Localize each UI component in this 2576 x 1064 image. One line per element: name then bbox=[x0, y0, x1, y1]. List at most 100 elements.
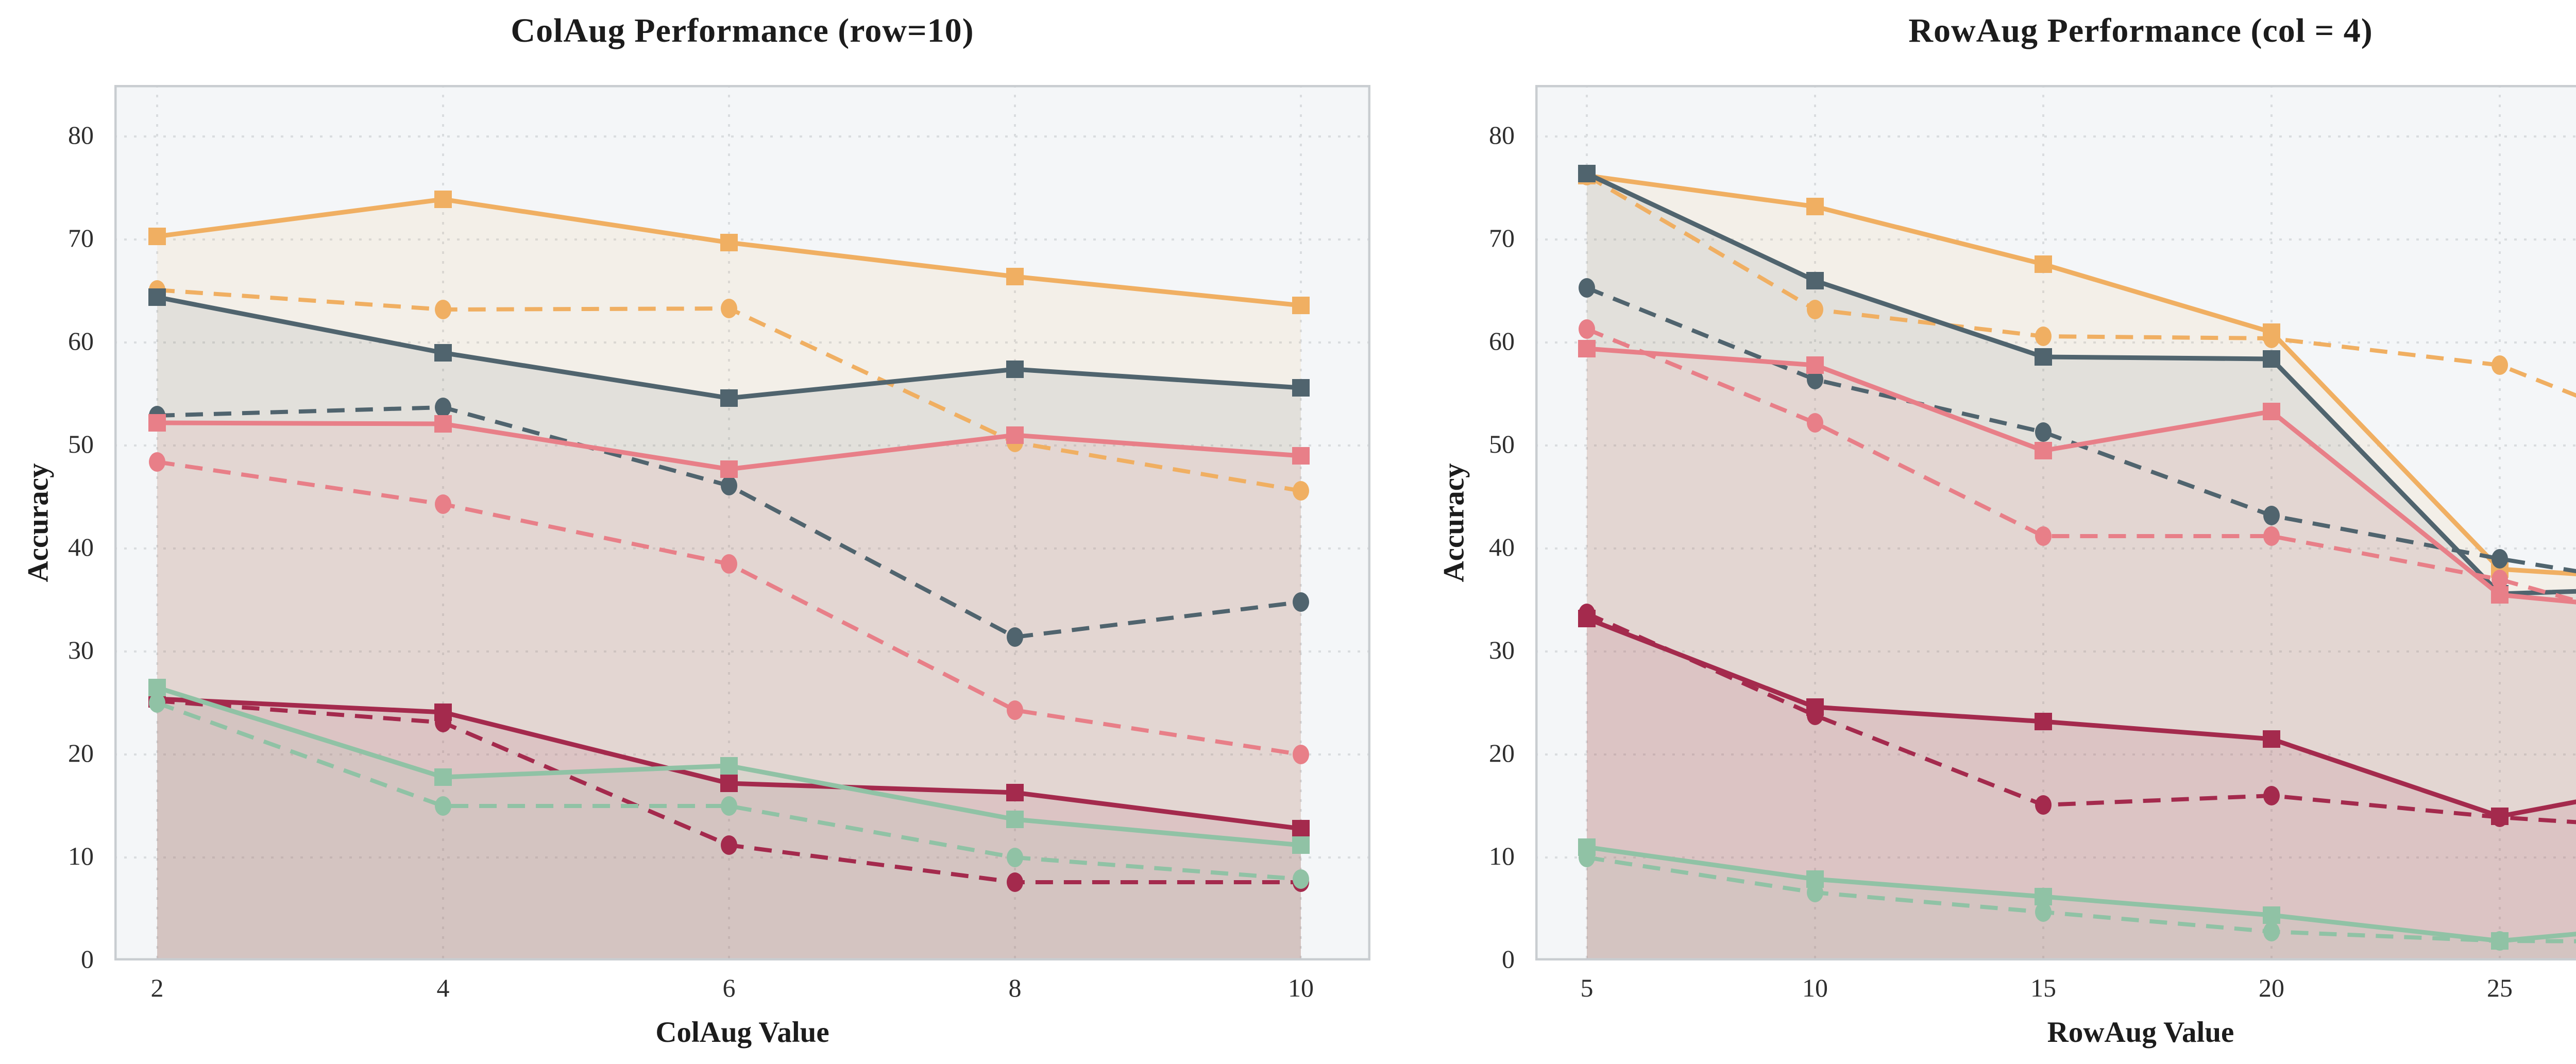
marker-square-tablegpt-se bbox=[148, 679, 166, 696]
chart-title-colaug: ColAug Performance (row=10) bbox=[511, 12, 974, 49]
marker-square-qwen3-8b-se bbox=[2035, 348, 2052, 366]
marker-square-qwen3-1-7b-se bbox=[720, 775, 738, 792]
y-tick-label: 40 bbox=[68, 533, 94, 561]
marker-square-qwen3-4b-se bbox=[1006, 426, 1024, 444]
y-tick-label: 30 bbox=[1489, 636, 1515, 664]
y-tick-label: 50 bbox=[1489, 430, 1515, 458]
marker-square-qwen3-4b-se bbox=[434, 415, 452, 433]
marker-square-qwen3-14b-se bbox=[434, 191, 452, 208]
series-line-tablegpt-md bbox=[1586, 855, 2576, 943]
marker-circle-qwen3-14b-md bbox=[1807, 300, 1823, 319]
marker-square-qwen3-1-7b-se bbox=[1292, 820, 1310, 837]
marker-square-tablegpt-se bbox=[2035, 888, 2052, 905]
y-tick-label: 10 bbox=[1489, 842, 1515, 870]
x-axis-label-right: RowAug Value bbox=[2047, 1016, 2234, 1049]
marker-circle-qwen3-8b-md bbox=[2035, 422, 2052, 442]
area-fill-qwen3-1-7b-se bbox=[1587, 619, 2576, 960]
y-tick-label: 80 bbox=[1489, 121, 1515, 149]
marker-circle-qwen3-1-7b-md bbox=[1007, 872, 1023, 892]
marker-square-qwen3-1-7b-se bbox=[1006, 784, 1024, 801]
y-tick-label: 50 bbox=[68, 430, 94, 458]
marker-circle-tablegpt-md bbox=[2263, 922, 2280, 941]
marker-square-qwen3-4b-se bbox=[148, 414, 166, 432]
y-tick-label: 40 bbox=[1489, 533, 1515, 561]
marker-circle-qwen3-8b-md bbox=[721, 476, 737, 495]
y-tick-label: 60 bbox=[1489, 327, 1515, 355]
marker-square-qwen3-8b-se bbox=[1006, 361, 1024, 378]
marker-circle-qwen3-8b-md bbox=[1007, 627, 1023, 647]
marker-circle-qwen3-4b-md bbox=[1807, 413, 1823, 433]
marker-square-qwen3-14b-se bbox=[720, 234, 738, 251]
marker-circle-tablegpt-md bbox=[721, 796, 737, 816]
marker-circle-qwen3-1-7b-md bbox=[721, 835, 737, 855]
line-chart-colaug bbox=[114, 85, 1370, 960]
y-tick-label: 20 bbox=[68, 739, 94, 767]
marker-square-qwen3-14b-se bbox=[148, 228, 166, 245]
marker-circle-tablegpt-md bbox=[435, 796, 451, 816]
series-line-tablegpt-se bbox=[1586, 845, 2576, 943]
marker-square-qwen3-8b-se bbox=[434, 344, 452, 362]
y-tick-label: 70 bbox=[1489, 224, 1515, 252]
area-fill-qwen3-1-7b-se bbox=[157, 699, 1301, 960]
x-axis-label-left: ColAug Value bbox=[655, 1016, 829, 1049]
marker-square-qwen3-14b-se bbox=[1806, 198, 1824, 215]
y-tick-label: 30 bbox=[68, 636, 94, 664]
marker-square-qwen3-4b-se bbox=[2491, 586, 2509, 604]
marker-square-qwen3-1-7b-se bbox=[2491, 808, 2509, 825]
marker-square-qwen3-14b-se bbox=[2263, 323, 2280, 341]
marker-square-qwen3-1-7b-se bbox=[2035, 713, 2052, 730]
marker-circle-qwen3-8b-md bbox=[1807, 370, 1823, 389]
marker-circle-qwen3-4b-md bbox=[1579, 319, 1595, 339]
x-tick-label: 4 bbox=[436, 973, 450, 1002]
y-tick-label: 80 bbox=[68, 121, 94, 149]
marker-circle-qwen3-4b-md bbox=[1293, 745, 1309, 764]
x-tick-label: 10 bbox=[1802, 973, 1828, 1002]
marker-circle-qwen3-4b-md bbox=[435, 494, 451, 514]
y-tick-label: 0 bbox=[81, 945, 94, 973]
series-line-qwen3-1-7b-se bbox=[1586, 616, 2576, 819]
marker-circle-qwen3-8b-md bbox=[2492, 549, 2508, 569]
marker-square-qwen3-4b-se bbox=[1578, 340, 1596, 357]
series-line-tablegpt-md bbox=[156, 701, 1301, 881]
axes-spine bbox=[1535, 85, 2576, 960]
marker-square-qwen3-4b-se bbox=[2263, 403, 2280, 420]
x-tick-label: 5 bbox=[1580, 973, 1594, 1002]
y-tick-label: 70 bbox=[68, 224, 94, 252]
marker-square-qwen3-1-7b-se bbox=[1578, 610, 1596, 627]
marker-circle-tablegpt-md bbox=[1293, 869, 1309, 889]
marker-circle-qwen3-4b-md bbox=[149, 452, 165, 472]
x-tick-label: 15 bbox=[2030, 973, 2056, 1002]
marker-square-qwen3-8b-se bbox=[720, 389, 738, 407]
series-line-qwen3-4b-se bbox=[1586, 346, 2576, 605]
marker-square-qwen3-8b-se bbox=[148, 288, 166, 306]
marker-square-tablegpt-se bbox=[434, 768, 452, 786]
marker-square-qwen3-8b-se bbox=[1578, 165, 1596, 182]
series-line-qwen3-14b-md bbox=[1585, 174, 2576, 398]
marker-square-qwen3-14b-se bbox=[1006, 268, 1024, 285]
marker-circle-qwen3-14b-md bbox=[435, 300, 451, 319]
marker-square-qwen3-8b-se bbox=[1806, 272, 1824, 289]
marker-circle-qwen3-4b-md bbox=[721, 554, 737, 574]
marker-square-qwen3-14b-se bbox=[1292, 297, 1310, 314]
x-tick-label: 8 bbox=[1008, 973, 1022, 1002]
marker-circle-qwen3-8b-md bbox=[1579, 278, 1595, 298]
marker-circle-qwen3-4b-md bbox=[2263, 526, 2280, 546]
marker-square-tablegpt-se bbox=[2263, 906, 2280, 924]
y-tick-label: 20 bbox=[1489, 739, 1515, 767]
marker-square-qwen3-14b-se bbox=[2035, 255, 2052, 273]
marker-circle-qwen3-14b-md bbox=[2492, 355, 2508, 375]
chart-title-rowaug: RowAug Performance (col = 4) bbox=[1908, 12, 2373, 49]
marker-circle-qwen3-4b-md bbox=[2035, 526, 2052, 546]
x-tick-label: 6 bbox=[722, 973, 736, 1002]
marker-circle-tablegpt-md bbox=[2035, 902, 2052, 922]
marker-square-qwen3-1-7b-se bbox=[2263, 730, 2280, 748]
marker-square-qwen3-4b-se bbox=[720, 460, 738, 478]
y-axis-label-right: Accuracy bbox=[1437, 463, 1470, 582]
series-line-qwen3-14b-se bbox=[1586, 173, 2576, 576]
marker-circle-qwen3-1-7b-md bbox=[2263, 786, 2280, 805]
series-line-qwen3-8b-se bbox=[1586, 171, 2576, 596]
y-tick-label: 10 bbox=[68, 842, 94, 870]
series-line-qwen3-1-7b-md bbox=[1586, 611, 2576, 825]
area-fill-qwen3-4b-se bbox=[1587, 349, 2576, 960]
